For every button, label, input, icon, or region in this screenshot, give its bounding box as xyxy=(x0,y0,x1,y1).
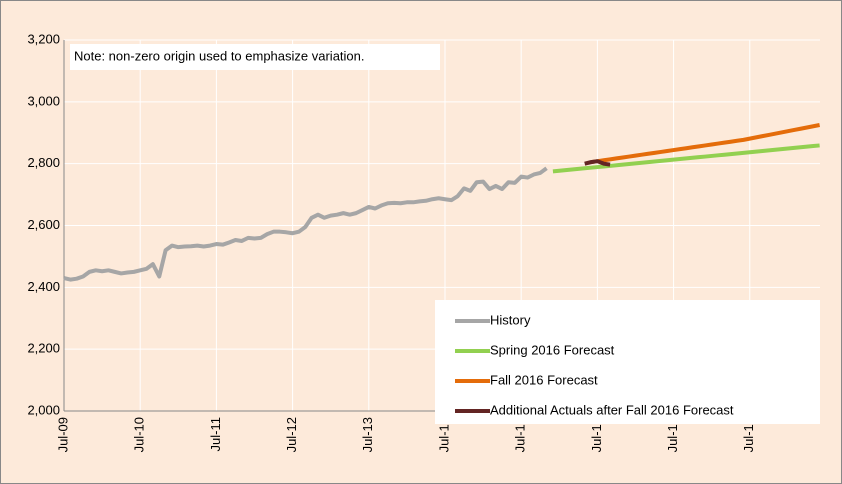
x-tick-label: Jul-17 xyxy=(665,417,680,452)
legend-label: Spring 2016 Forecast xyxy=(490,342,615,357)
series-line xyxy=(552,143,820,174)
y-tick-label: 3,200 xyxy=(27,31,60,46)
y-tick-label: 2,200 xyxy=(27,341,60,356)
x-tick-label: Jul-12 xyxy=(284,417,299,452)
y-tick-label: 3,000 xyxy=(27,93,60,108)
y-tick-label: 2,400 xyxy=(27,279,60,294)
x-tick-label: Jul-11 xyxy=(208,417,223,451)
x-tick-label: Jul-09 xyxy=(55,417,70,452)
legend-label: History xyxy=(490,312,531,327)
legend-label: Additional Actuals after Fall 2016 Forec… xyxy=(490,402,734,417)
x-tick-label: Jul-13 xyxy=(360,417,375,452)
note-box xyxy=(70,44,440,70)
x-tick-label: Jul-15 xyxy=(513,417,528,452)
annotation: Note: non-zero origin used to emphasize … xyxy=(74,48,365,63)
legend-box xyxy=(435,300,820,424)
series-line xyxy=(584,159,611,167)
y-tick-label: 2,000 xyxy=(27,402,60,417)
x-tick-label: Jul-16 xyxy=(589,417,604,452)
legend-label: Fall 2016 Forecast xyxy=(490,372,598,387)
series-line xyxy=(63,166,548,282)
x-tick-label: Jul-10 xyxy=(132,417,147,452)
series-line xyxy=(590,123,821,165)
y-tick-label: 2,800 xyxy=(27,155,60,170)
x-tick-label: Jul-14 xyxy=(436,417,451,452)
y-tick-label: 2,600 xyxy=(27,217,60,232)
x-tick-label: Jul-18 xyxy=(741,417,756,452)
